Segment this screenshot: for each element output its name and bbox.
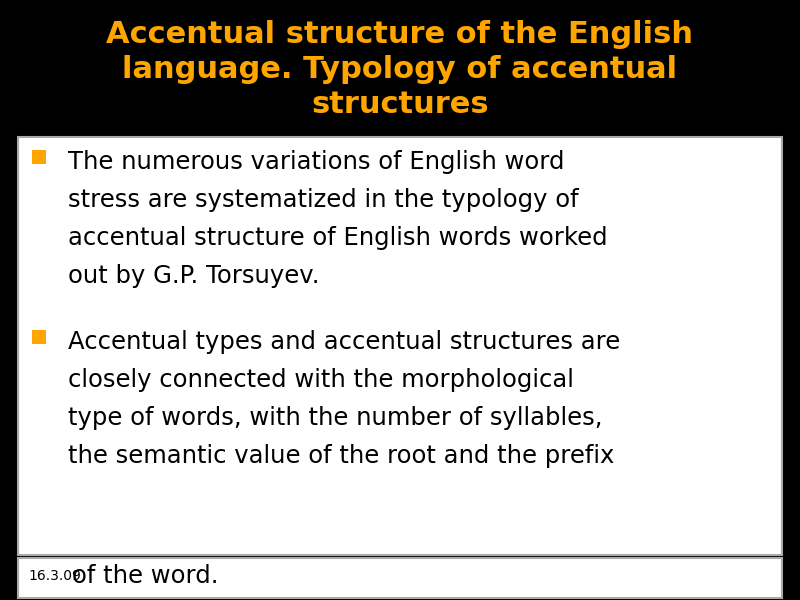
Bar (32, 150, 46, 164)
Text: type of words, with the number of syllables,: type of words, with the number of syllab… (68, 406, 602, 430)
Bar (18, 558, 782, 598)
Text: The numerous variations of English word: The numerous variations of English word (68, 150, 565, 174)
Text: Accentual types and accentual structures are: Accentual types and accentual structures… (68, 330, 620, 354)
Text: the semantic value of the root and the prefix: the semantic value of the root and the p… (68, 444, 614, 468)
Bar (32, 330, 46, 344)
Text: Accentual structure of the English: Accentual structure of the English (106, 20, 694, 49)
Text: accentual structure of English words worked: accentual structure of English words wor… (68, 226, 608, 250)
Text: structures: structures (311, 90, 489, 119)
Text: closely connected with the morphological: closely connected with the morphological (68, 368, 574, 392)
Bar (0, 0, 800, 132)
Bar (18, 137, 782, 555)
Text: stress are systematized in the typology of: stress are systematized in the typology … (68, 188, 578, 212)
Text: language. Typology of accentual: language. Typology of accentual (122, 55, 678, 84)
Text: of the word.: of the word. (72, 564, 218, 588)
Text: out by G.P. Torsuyev.: out by G.P. Torsuyev. (68, 264, 319, 288)
Text: 16.3.09: 16.3.09 (28, 569, 81, 583)
